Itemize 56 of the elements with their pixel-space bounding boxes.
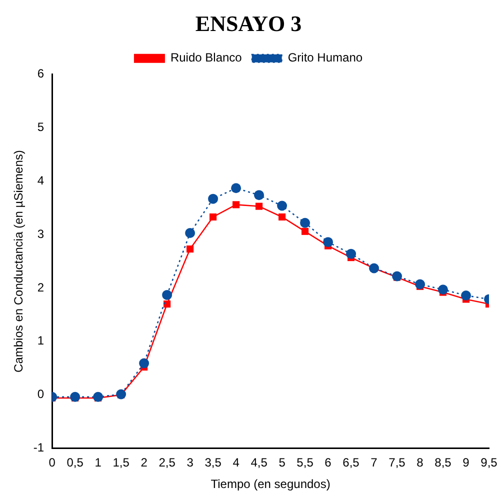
point: [162, 290, 172, 300]
x-tick-label: 4,5: [250, 456, 268, 470]
point: [301, 228, 309, 235]
y-axis-title: Cambios en Conductancia (en µSiemens): [12, 150, 26, 372]
x-tick-label: 1: [94, 456, 102, 470]
point: [278, 213, 286, 221]
point: [254, 190, 264, 200]
y-tick-label: 1: [37, 334, 44, 348]
point: [438, 284, 448, 295]
x-tick-label: 9,5: [480, 456, 498, 470]
point: [210, 213, 217, 221]
point: [231, 183, 242, 194]
y-tick-label: 0: [37, 387, 44, 402]
x-tick-label: 3: [186, 456, 194, 470]
x-tick-label: 0,5: [66, 456, 84, 470]
point: [256, 202, 263, 210]
point: [277, 200, 288, 211]
x-tick-label: 9: [462, 456, 470, 470]
x-tick-label: 2: [140, 456, 148, 470]
point: [392, 271, 402, 282]
y-tick-label: -1: [33, 440, 44, 455]
point: [415, 279, 426, 290]
x-tick-label: 8,5: [434, 456, 452, 470]
x-tick-label: 0: [48, 456, 56, 470]
y-tick-label: 2: [37, 280, 44, 294]
x-tick-label: 5: [278, 456, 286, 470]
x-tick-label: 3,5: [204, 456, 222, 470]
y-tick-label: 5: [37, 120, 44, 134]
x-tick-label: 7,5: [388, 456, 406, 470]
point: [208, 194, 218, 204]
legend-label: Grito Humano: [288, 50, 363, 65]
x-tick-label: 6: [324, 456, 332, 470]
point: [323, 237, 334, 248]
x-tick-label: 2,5: [158, 456, 176, 470]
y-tick-label: 3: [37, 226, 44, 241]
x-tick-label: 4: [232, 456, 240, 470]
point: [461, 290, 472, 300]
point: [186, 245, 194, 253]
point: [185, 228, 196, 238]
point: [93, 392, 104, 402]
point: [232, 201, 240, 208]
x-tick-label: 1,5: [112, 456, 130, 470]
x-tick-label: 6,5: [342, 456, 360, 470]
x-tick-label: 5,5: [296, 456, 314, 470]
x-tick-label: 7: [370, 456, 378, 470]
chart-title: ENSAYO 3: [195, 10, 302, 36]
x-tick-label: 8: [416, 456, 424, 470]
y-tick-label: 4: [37, 174, 44, 188]
point: [300, 218, 310, 228]
x-axis-title: Tiempo (en segundos): [210, 477, 330, 492]
point: [164, 300, 171, 308]
point: [139, 358, 150, 368]
legend-label: Ruido Blanco: [170, 50, 242, 65]
y-tick-label: 6: [37, 66, 44, 81]
point: [346, 248, 356, 259]
point: [70, 392, 80, 402]
